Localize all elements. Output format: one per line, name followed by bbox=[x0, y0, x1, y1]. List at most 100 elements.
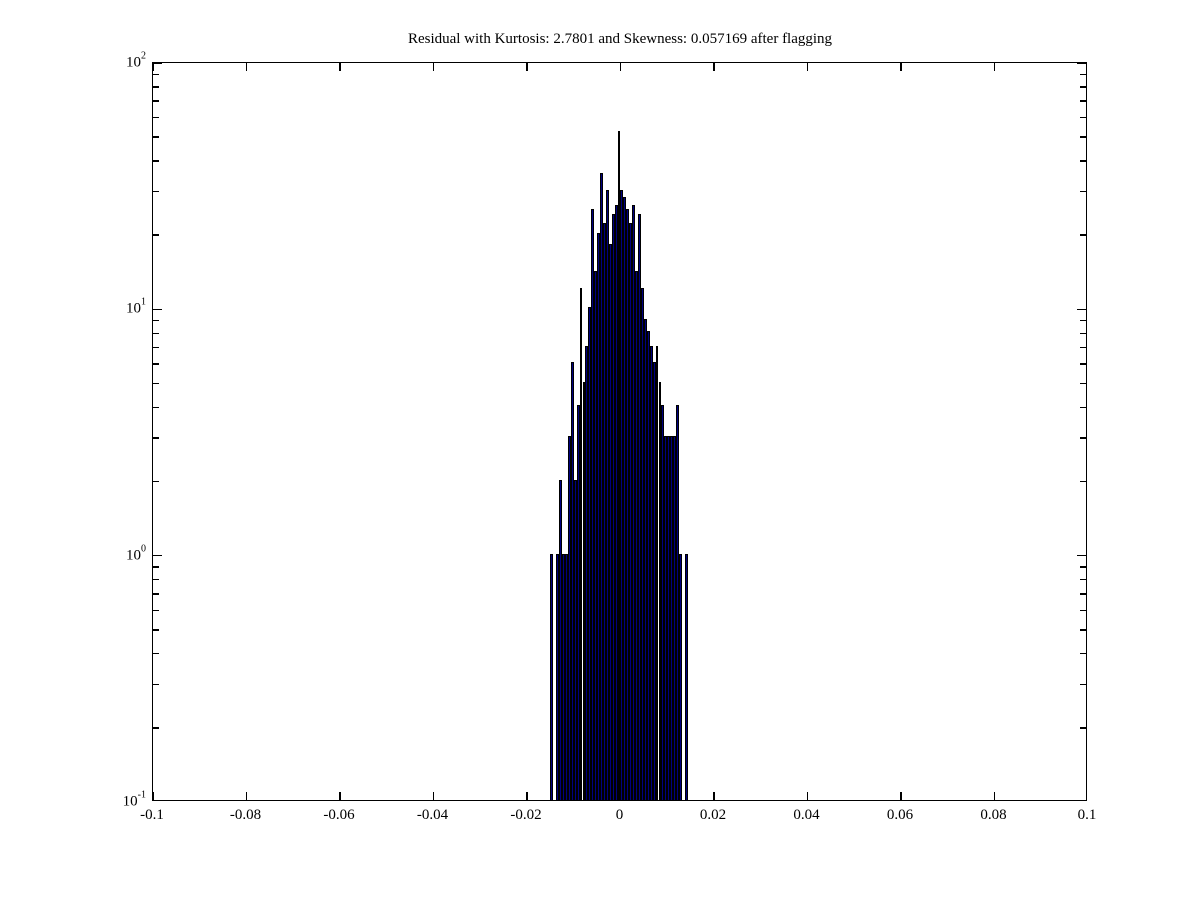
histogram-bar bbox=[684, 553, 688, 800]
y-axis-tick bbox=[153, 727, 159, 729]
y-axis-tick bbox=[153, 319, 159, 322]
y-axis-tick bbox=[153, 116, 159, 119]
x-tick-label: -0.1 bbox=[140, 807, 164, 823]
y-axis-tick bbox=[153, 332, 159, 334]
histogram-bar bbox=[602, 222, 606, 800]
x-tick-label: 0.1 bbox=[1077, 807, 1097, 823]
histogram-bar bbox=[600, 173, 603, 800]
histogram-bar bbox=[646, 331, 650, 800]
y-axis-tick bbox=[1080, 73, 1086, 75]
histogram-bar bbox=[608, 244, 612, 800]
y-axis-tick bbox=[153, 593, 159, 595]
y-tick-mantissa: 10 bbox=[122, 793, 138, 810]
y-axis-tick bbox=[153, 652, 159, 655]
y-tick-mantissa: 10 bbox=[126, 300, 141, 317]
y-axis-tick bbox=[153, 308, 162, 311]
histogram-bar bbox=[620, 189, 624, 800]
x-axis-tick bbox=[526, 63, 528, 71]
y-axis-tick bbox=[153, 683, 159, 686]
x-tick-label: -0.06 bbox=[323, 807, 355, 823]
x-axis-tick bbox=[806, 63, 809, 71]
x-axis-tick bbox=[619, 792, 622, 800]
y-axis-tick bbox=[153, 578, 159, 581]
y-axis-tick bbox=[153, 191, 159, 193]
histogram-bar bbox=[678, 553, 682, 800]
histogram-bar bbox=[617, 130, 621, 800]
y-axis-tick bbox=[1080, 593, 1086, 595]
y-axis-tick bbox=[153, 480, 159, 483]
histogram-bar bbox=[582, 381, 586, 800]
x-axis-tick bbox=[432, 63, 435, 71]
y-tick-exponent: 0 bbox=[141, 543, 146, 555]
histogram-bar bbox=[605, 189, 609, 800]
x-axis-tick bbox=[619, 63, 622, 71]
y-axis-tick bbox=[1080, 191, 1086, 193]
y-axis-tick bbox=[153, 629, 159, 631]
x-axis-tick bbox=[993, 792, 996, 800]
histogram-bar bbox=[567, 436, 571, 800]
y-tick-label: 101 bbox=[106, 297, 146, 318]
y-axis-tick bbox=[1080, 319, 1086, 322]
y-axis-tick bbox=[1080, 683, 1086, 686]
histogram-bar bbox=[676, 405, 679, 800]
x-axis-tick bbox=[153, 792, 154, 800]
x-axis-tick bbox=[245, 792, 248, 800]
plot-data-area bbox=[153, 63, 1086, 800]
y-axis-tick bbox=[1080, 160, 1086, 162]
histogram-bar bbox=[570, 361, 574, 800]
x-tick-label: -0.02 bbox=[510, 807, 542, 823]
histogram-bar bbox=[658, 381, 662, 800]
histogram-bar bbox=[559, 479, 563, 800]
x-axis-tick bbox=[245, 63, 248, 71]
y-tick-label: 10-1 bbox=[106, 789, 146, 811]
histogram-bar bbox=[626, 209, 630, 800]
x-axis-tick bbox=[713, 792, 715, 800]
y-axis-tick bbox=[153, 86, 159, 88]
y-tick-label: 100 bbox=[106, 543, 146, 564]
y-axis-tick bbox=[1080, 480, 1086, 483]
y-axis-tick bbox=[153, 100, 159, 102]
histogram-bar bbox=[597, 233, 601, 800]
histogram-bar bbox=[643, 318, 647, 800]
histogram-bar bbox=[638, 213, 641, 800]
y-axis-tick bbox=[153, 382, 159, 385]
x-tick-label: 0.02 bbox=[699, 807, 727, 823]
y-axis-tick bbox=[1080, 578, 1086, 581]
y-axis-tick bbox=[153, 566, 159, 568]
x-axis-tick bbox=[153, 63, 154, 71]
y-axis-tick bbox=[1077, 308, 1086, 311]
y-axis-tick bbox=[1080, 363, 1086, 365]
y-axis-tick bbox=[153, 234, 159, 236]
histogram-bar bbox=[649, 345, 653, 800]
y-axis-tick bbox=[1080, 86, 1086, 88]
histogram-bar bbox=[585, 345, 589, 800]
x-tick-label: -0.04 bbox=[416, 807, 449, 823]
y-axis-tick bbox=[1080, 332, 1086, 334]
y-axis-tick bbox=[153, 363, 159, 365]
y-tick-mantissa: 10 bbox=[126, 547, 141, 564]
y-axis-tick bbox=[1080, 382, 1086, 385]
y-axis-tick bbox=[153, 609, 159, 611]
histogram-bar bbox=[664, 436, 668, 800]
histogram-bar bbox=[565, 553, 568, 800]
histogram-bar bbox=[673, 436, 676, 800]
y-axis-tick bbox=[1080, 566, 1086, 568]
x-axis-tick bbox=[993, 63, 996, 71]
plot-axes-frame bbox=[152, 62, 1087, 801]
y-tick-exponent: -1 bbox=[137, 789, 146, 801]
y-axis-tick bbox=[1080, 406, 1086, 409]
y-axis-tick bbox=[153, 136, 159, 138]
histogram-bar bbox=[594, 271, 598, 800]
y-axis-tick bbox=[1080, 136, 1086, 138]
y-axis-tick bbox=[1080, 437, 1086, 439]
histogram-bar bbox=[640, 287, 644, 800]
y-axis-tick bbox=[1080, 346, 1086, 349]
histogram-bar bbox=[652, 361, 656, 800]
x-axis-tick bbox=[339, 792, 341, 800]
x-axis-tick bbox=[339, 63, 341, 71]
y-axis-tick bbox=[153, 346, 159, 349]
x-axis-tick bbox=[806, 792, 809, 800]
histogram-bar bbox=[670, 436, 674, 800]
y-axis-tick bbox=[1077, 63, 1086, 64]
